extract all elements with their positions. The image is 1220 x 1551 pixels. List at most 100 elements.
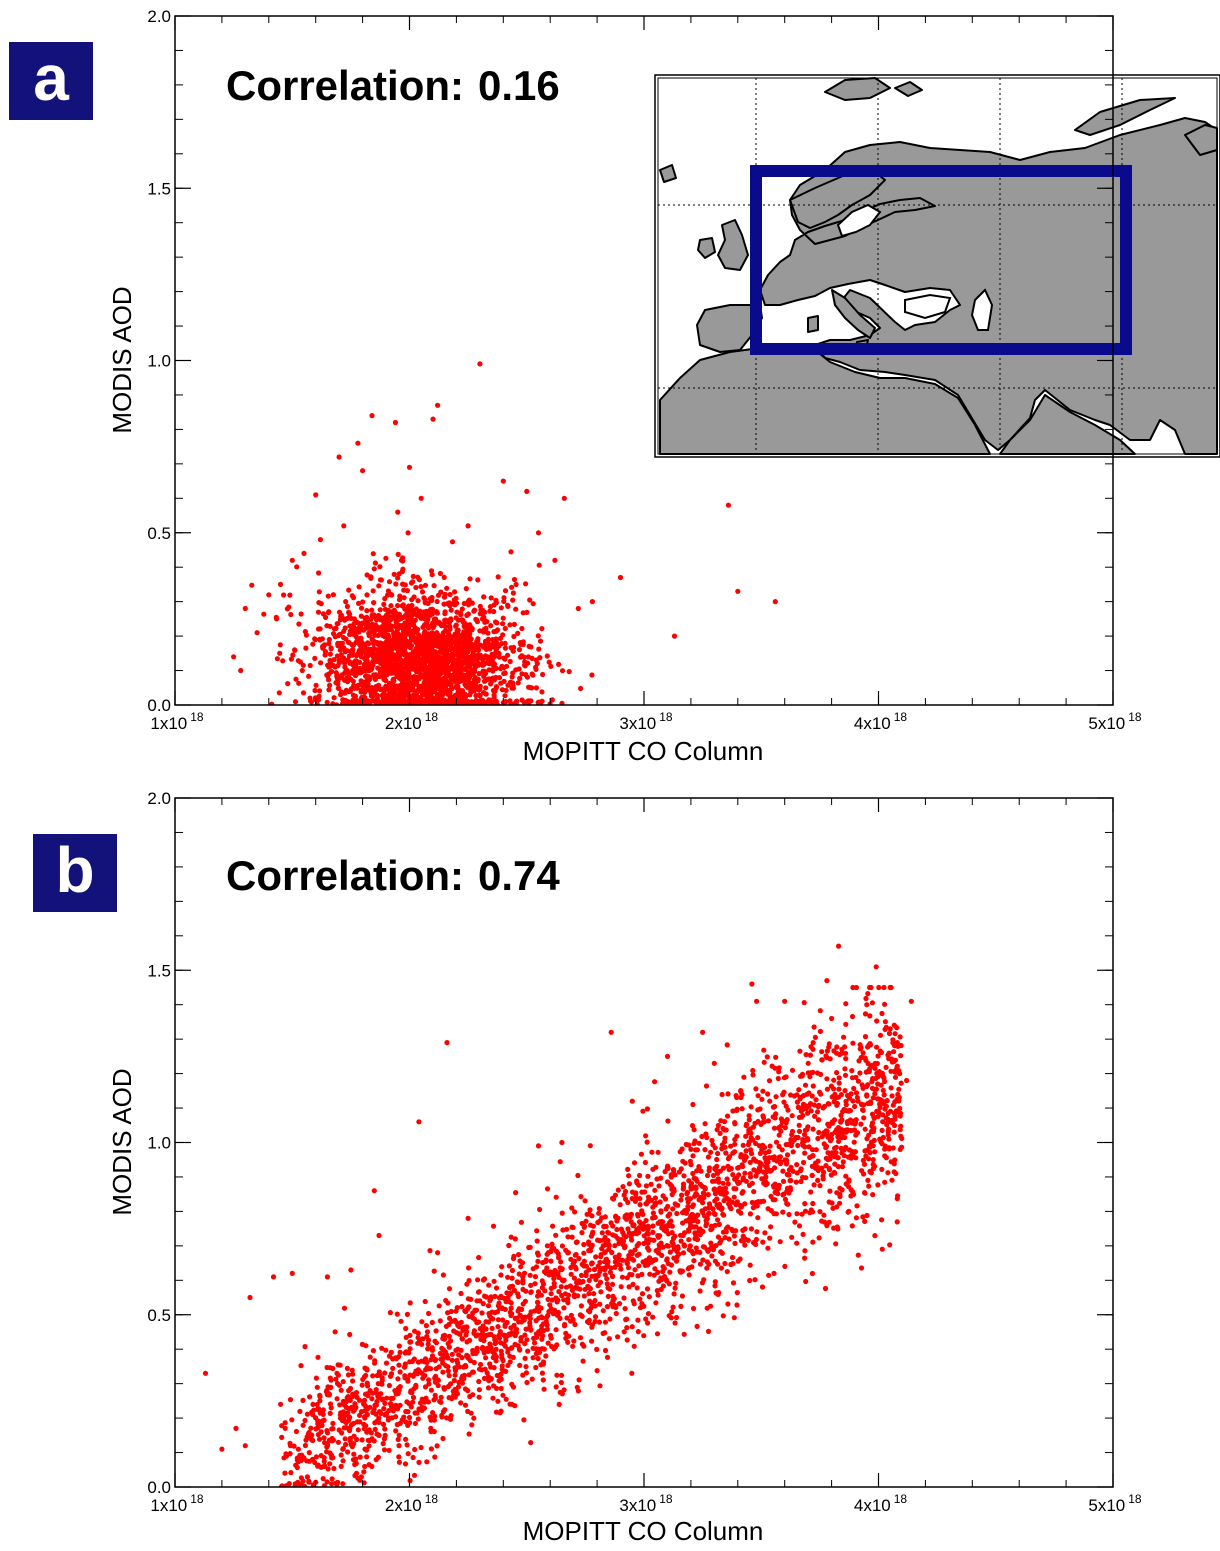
data-point — [554, 1342, 559, 1347]
data-point — [441, 636, 446, 641]
data-point — [629, 1237, 634, 1242]
data-point — [517, 676, 522, 681]
data-point — [440, 1436, 445, 1441]
data-point — [578, 686, 583, 691]
data-point — [476, 686, 481, 691]
data-point — [773, 1111, 778, 1116]
data-point — [449, 1396, 454, 1401]
data-point — [694, 1168, 699, 1173]
data-point — [433, 679, 438, 684]
data-point — [392, 631, 397, 636]
data-point — [386, 588, 391, 593]
data-point — [560, 1227, 565, 1232]
data-point — [533, 1365, 538, 1370]
data-point — [688, 1147, 693, 1152]
data-point — [559, 1373, 564, 1378]
data-point — [396, 1363, 401, 1368]
data-point — [436, 1383, 441, 1388]
data-point — [381, 1422, 386, 1427]
data-point — [512, 622, 517, 627]
data-point — [617, 1301, 622, 1306]
data-point — [501, 479, 506, 484]
data-point — [477, 1395, 482, 1400]
data-point — [771, 1271, 776, 1276]
data-point — [444, 1040, 449, 1045]
data-point — [879, 1011, 884, 1016]
data-point — [474, 1320, 479, 1325]
data-point — [288, 1397, 293, 1402]
data-point — [610, 1304, 615, 1309]
data-point — [358, 637, 363, 642]
data-point — [457, 1331, 462, 1336]
data-point — [673, 1286, 678, 1291]
data-point — [339, 1388, 344, 1393]
data-point — [664, 1206, 669, 1211]
data-point — [517, 1363, 522, 1368]
data-point — [547, 660, 552, 665]
data-point — [725, 1114, 730, 1119]
data-point — [577, 1377, 582, 1382]
data-point — [895, 1196, 900, 1201]
data-point — [450, 1358, 455, 1363]
data-point — [447, 1334, 452, 1339]
data-point — [862, 1190, 867, 1195]
data-point — [441, 1333, 446, 1338]
data-point — [682, 1208, 687, 1213]
data-point — [690, 1102, 695, 1107]
data-point — [588, 1143, 593, 1148]
data-point — [447, 624, 452, 629]
data-point — [539, 1293, 544, 1298]
data-point — [343, 1442, 348, 1447]
data-point — [562, 1322, 567, 1327]
data-point — [343, 599, 348, 604]
data-point — [511, 1323, 516, 1328]
data-point — [510, 598, 515, 603]
data-point — [406, 613, 411, 618]
data-point — [850, 1014, 855, 1019]
data-point — [421, 637, 426, 642]
data-point — [353, 672, 358, 677]
data-point — [616, 1188, 621, 1193]
data-point — [432, 1269, 437, 1274]
data-point — [887, 1031, 892, 1036]
data-point — [542, 1288, 547, 1293]
data-point — [882, 1106, 887, 1111]
data-point — [456, 632, 461, 637]
data-point — [318, 626, 323, 631]
data-point — [588, 1223, 593, 1228]
data-point — [419, 1319, 424, 1324]
data-point — [540, 1333, 545, 1338]
data-point — [420, 589, 425, 594]
data-point — [851, 1086, 856, 1091]
data-point — [413, 625, 418, 630]
data-point — [810, 1047, 815, 1052]
data-point — [750, 1137, 755, 1142]
data-point — [464, 1324, 469, 1329]
data-point — [388, 1401, 393, 1406]
data-point — [321, 1412, 326, 1417]
data-point — [503, 626, 508, 631]
data-point — [762, 1060, 767, 1065]
data-point — [669, 1309, 674, 1314]
data-point — [863, 1127, 868, 1132]
data-point — [452, 648, 457, 653]
data-point — [372, 1358, 377, 1363]
data-point — [318, 660, 323, 665]
data-point — [501, 595, 506, 600]
data-point — [397, 657, 402, 662]
data-point — [329, 669, 334, 674]
data-point — [416, 1119, 421, 1124]
data-point — [778, 1161, 783, 1166]
data-point — [818, 1008, 823, 1013]
inset-map — [655, 75, 1220, 457]
data-point — [290, 558, 295, 563]
data-point — [494, 600, 499, 605]
data-point — [748, 1171, 753, 1176]
data-point — [357, 584, 362, 589]
data-point — [598, 1289, 603, 1294]
data-point — [684, 1142, 689, 1147]
data-point — [322, 1459, 327, 1464]
data-point — [328, 645, 333, 650]
data-point — [572, 1322, 577, 1327]
data-point — [314, 683, 319, 688]
